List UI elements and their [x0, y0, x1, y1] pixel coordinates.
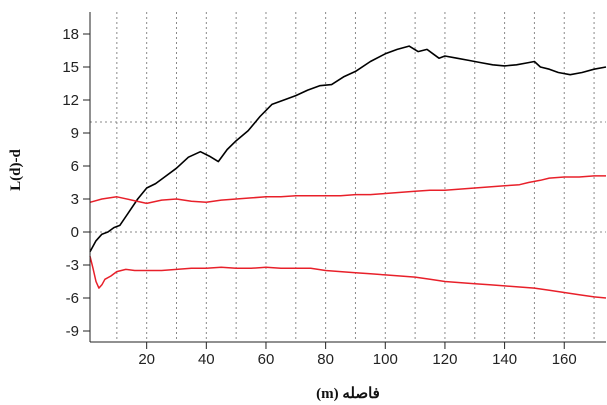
x-tick-label: 120	[432, 351, 457, 368]
y-tick-label: 9	[71, 125, 79, 142]
x-tick-label: 40	[198, 351, 215, 368]
x-tick-label: 140	[492, 351, 517, 368]
x-tick-label: 60	[258, 351, 275, 368]
y-tick-label: 0	[71, 224, 79, 241]
series-line-upper-envelope	[89, 175, 606, 205]
y-tick-label: -3	[66, 257, 79, 274]
x-axis-title: فاصله (m)	[316, 386, 380, 402]
series-line-observed	[89, 45, 607, 253]
x-tick-label: 20	[138, 351, 155, 368]
y-tick-label: 15	[62, 59, 79, 76]
x-tick-label: 100	[373, 351, 398, 368]
series-layer	[89, 45, 607, 299]
y-tick-label: -9	[66, 323, 79, 340]
x-tick-label: 80	[317, 351, 334, 368]
plot-background	[90, 12, 606, 342]
ticks-layer: -9 -6 -3 0 3 6 9 12 15 18 20 40 60 80 100 120 140 160	[62, 26, 576, 368]
y-tick-label: 12	[62, 92, 79, 109]
y-tick-label: 6	[71, 158, 79, 175]
y-tick-label: 3	[71, 191, 79, 208]
y-tick-label: -6	[66, 290, 79, 307]
grid-layer	[90, 12, 606, 342]
y-axis-title: L(d)-d	[8, 149, 24, 191]
series-line-lower-envelope	[89, 256, 607, 299]
x-tick-label: 160	[552, 351, 577, 368]
y-tick-label: 18	[62, 26, 79, 43]
